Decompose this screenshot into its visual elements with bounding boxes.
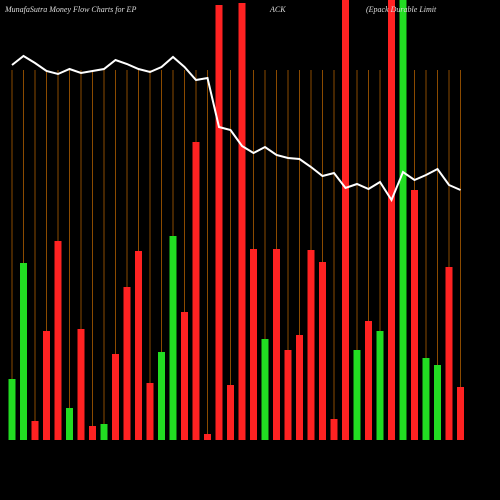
bar: [445, 267, 453, 440]
bar: [457, 387, 464, 440]
title: ACK: [269, 5, 286, 14]
bar: [66, 408, 73, 440]
bar: [215, 5, 223, 440]
bar: [319, 262, 326, 440]
title: (Epack Durable Limit: [366, 5, 437, 14]
bar: [434, 365, 441, 440]
line: [11, 54, 461, 203]
bar: [227, 385, 234, 440]
bar: [181, 312, 188, 440]
bar: [20, 263, 27, 440]
bar: [261, 339, 269, 440]
bar: [89, 426, 96, 440]
bar: [8, 379, 16, 440]
bar: [353, 350, 361, 440]
bar: [273, 249, 280, 440]
bar: [330, 419, 338, 440]
bar: [365, 321, 372, 440]
bar: [100, 424, 108, 440]
bar: [376, 331, 384, 440]
bar: [135, 251, 142, 440]
bar: [77, 329, 85, 440]
bar: [158, 352, 165, 440]
bar: [411, 190, 418, 440]
bar: [238, 3, 246, 440]
bar: [146, 383, 154, 440]
bar: [284, 350, 292, 440]
bar: [296, 335, 303, 440]
bar: [250, 249, 257, 440]
bar: [112, 354, 119, 440]
bar: [204, 434, 211, 440]
bar: [399, 0, 407, 440]
bar: [123, 287, 131, 440]
bar: [169, 236, 177, 440]
bar: [342, 0, 349, 440]
bar: [54, 241, 62, 440]
bars: [8, 0, 464, 440]
bar: [31, 421, 39, 440]
bar: [192, 142, 200, 440]
bar: [43, 331, 50, 440]
bar: [388, 0, 395, 440]
bar: [307, 250, 315, 440]
bar: [422, 358, 430, 440]
title: MunafaSutra Money Flow Charts for EP: [4, 5, 136, 14]
